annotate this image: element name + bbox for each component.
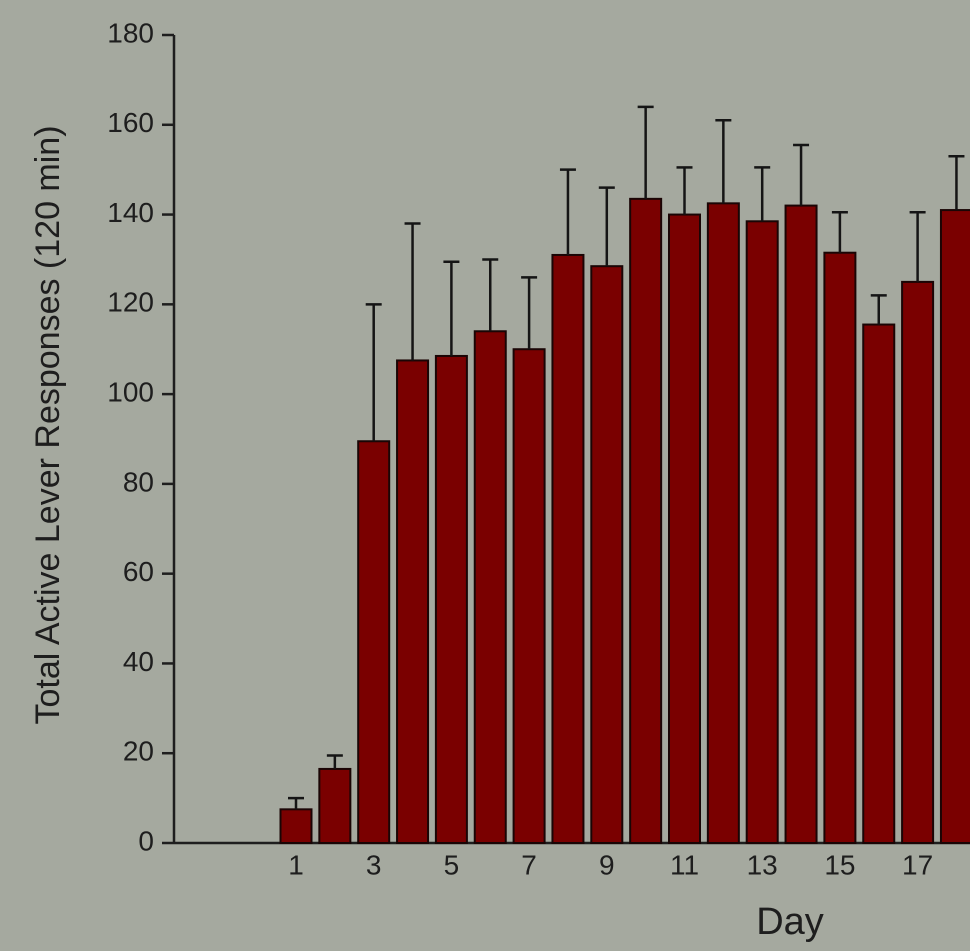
- x-tick-label: 13: [747, 849, 778, 880]
- y-tick-label: 100: [107, 377, 154, 408]
- bars: [279, 197, 970, 845]
- bar-day-10: [629, 197, 663, 845]
- y-axis-label: Total Active Lever Responses (120 min): [29, 125, 67, 724]
- y-tick-label: 60: [123, 556, 154, 587]
- y-tick-label: 140: [107, 197, 154, 228]
- x-axis-label: Day: [756, 901, 824, 943]
- bar-day-15: [823, 251, 857, 844]
- y-axis: [162, 33, 176, 845]
- x-tick-label: 5: [444, 849, 460, 880]
- x-tick-label: 15: [824, 849, 855, 880]
- bar-day-8: [551, 253, 585, 844]
- bar-day-9: [590, 265, 624, 844]
- bar-day-13: [745, 220, 779, 845]
- y-tick-label: 0: [138, 825, 154, 856]
- y-tick-label: 120: [107, 287, 154, 318]
- bar-day-2: [318, 767, 352, 845]
- x-tick-label: 7: [521, 849, 537, 880]
- bar-day-4: [396, 359, 430, 844]
- bar-day-6: [473, 330, 507, 844]
- y-tick-label: 160: [107, 107, 154, 138]
- x-tick-label: 9: [599, 849, 615, 880]
- y-tick-label: 80: [123, 466, 154, 497]
- bar-day-5: [434, 354, 468, 844]
- bar-day-12: [706, 202, 740, 845]
- bar-day-1: [279, 808, 313, 844]
- x-tick-label: 3: [366, 849, 382, 880]
- bar-day-11: [668, 213, 701, 845]
- error-bars: [288, 105, 965, 810]
- x-tick-label: 11: [670, 849, 699, 880]
- bar-day-3: [357, 440, 391, 844]
- y-tick-label: 180: [107, 17, 154, 48]
- bar-day-17: [901, 280, 935, 844]
- x-tick-label: 1: [288, 849, 304, 880]
- bar-day-14: [784, 204, 818, 845]
- x-tick-label: 17: [902, 849, 933, 880]
- y-tick-label: 40: [123, 646, 154, 677]
- y-tick-label: 20: [123, 736, 154, 767]
- bar-day-18: [939, 209, 970, 845]
- bar-day-7: [512, 348, 546, 844]
- bar-day-16: [862, 323, 896, 844]
